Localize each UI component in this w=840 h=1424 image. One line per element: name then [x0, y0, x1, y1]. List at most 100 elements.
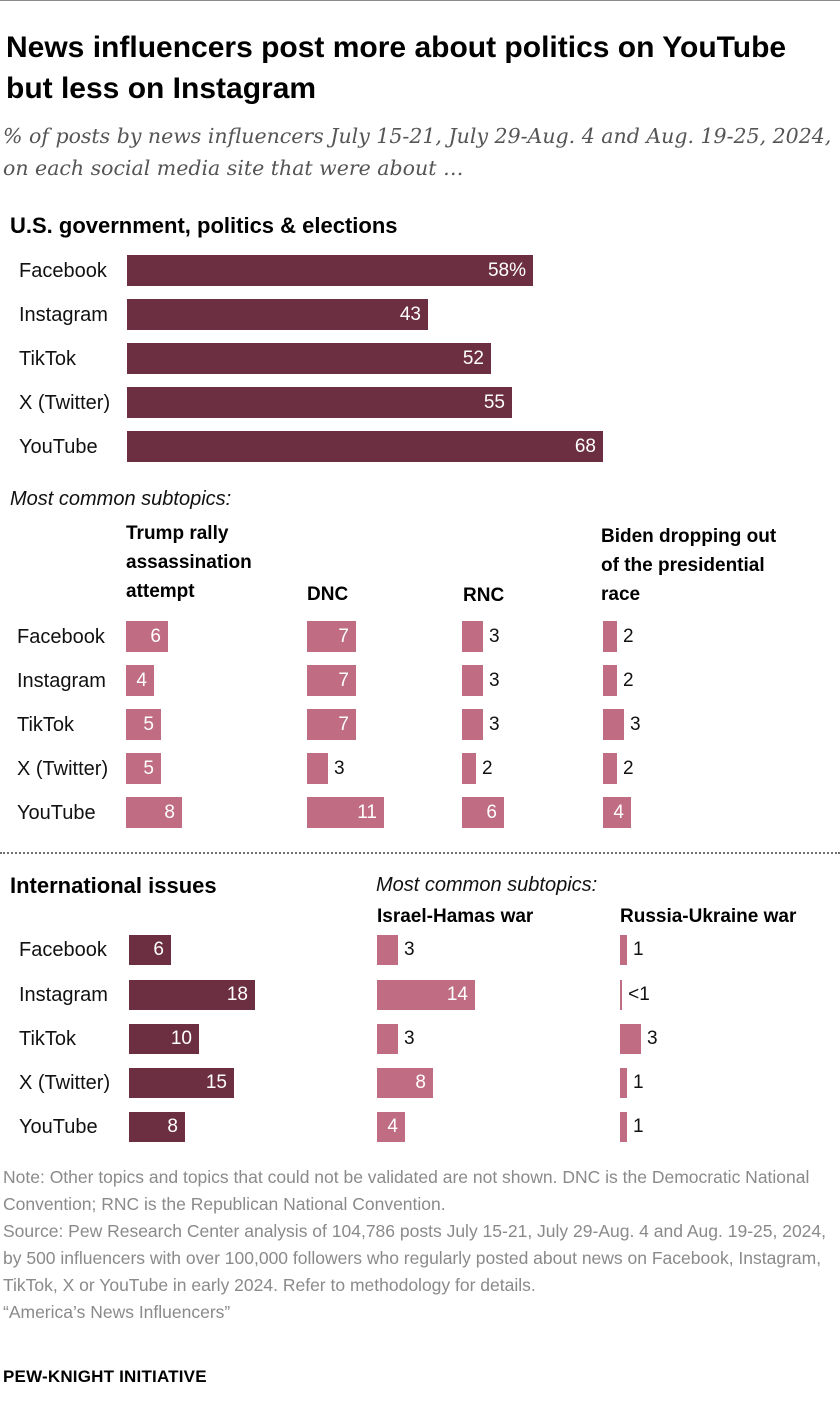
- data-label: 58%: [487, 259, 526, 281]
- source-text: Source: Pew Research Center analysis of …: [3, 1221, 827, 1295]
- bar: [620, 980, 623, 1010]
- data-label: 3: [404, 939, 415, 960]
- data-label: 1: [633, 1116, 644, 1137]
- bar: [126, 709, 161, 740]
- data-label: 3: [404, 1028, 415, 1049]
- bar: [462, 753, 476, 784]
- bar: [126, 621, 168, 652]
- bar: [603, 709, 624, 740]
- data-label: 3: [647, 1028, 658, 1049]
- data-label: 8: [415, 1072, 426, 1093]
- data-label: 11: [357, 801, 377, 823]
- data-label: 4: [613, 801, 624, 823]
- politics-subtopics-label: Most common subtopics:: [10, 488, 232, 510]
- section-divider: [0, 852, 840, 854]
- row-label: X (Twitter): [17, 757, 109, 780]
- data-label: 8: [164, 801, 175, 823]
- bar: [307, 753, 328, 784]
- row-label: Instagram: [17, 669, 106, 692]
- bar: [126, 753, 161, 784]
- intl-section-title: International issues: [10, 873, 217, 898]
- data-label: 14: [446, 984, 468, 1005]
- bar: [620, 1024, 641, 1054]
- bar: [603, 621, 617, 652]
- bar: [126, 665, 154, 696]
- trump-header-line: Trump rally: [126, 523, 229, 544]
- data-label: 10: [170, 1028, 192, 1049]
- intl-subtopics-label: Most common subtopics:: [376, 874, 598, 896]
- rnc-column-header: RNC: [463, 585, 505, 606]
- data-label: 6: [150, 625, 161, 647]
- report-title: “America’s News Influencers”: [3, 1302, 231, 1322]
- row-label: YouTube: [19, 435, 98, 458]
- data-label: 3: [334, 757, 345, 779]
- bar: [377, 935, 398, 965]
- bar: [129, 1068, 234, 1098]
- bar: [129, 980, 255, 1010]
- data-label: 15: [205, 1072, 227, 1093]
- trump-column-header: Trump rally assassination attempt: [126, 519, 252, 606]
- israel-column-header: Israel-Hamas war: [377, 906, 534, 927]
- data-label: 68: [574, 435, 596, 457]
- data-label: 18: [226, 984, 248, 1005]
- data-label: 4: [387, 1116, 398, 1137]
- bar: [462, 797, 504, 828]
- trump-header-line: assassination: [126, 552, 252, 573]
- bar: [307, 621, 356, 652]
- data-label: 5: [143, 713, 154, 735]
- data-label: 7: [338, 625, 349, 647]
- bar: [462, 709, 483, 740]
- bar: [307, 709, 356, 740]
- row-label: TikTok: [19, 347, 77, 370]
- data-label: 5: [143, 757, 154, 779]
- data-label: 43: [399, 303, 421, 325]
- data-label: 2: [623, 625, 634, 647]
- row-label: Facebook: [19, 259, 107, 282]
- data-label: 1: [633, 1072, 644, 1093]
- bar: [377, 1112, 405, 1142]
- data-label: 52: [462, 347, 484, 369]
- data-label: 7: [338, 713, 349, 735]
- data-label: 8: [167, 1116, 178, 1137]
- data-label: 6: [486, 801, 497, 823]
- bar: [603, 797, 631, 828]
- row-label: YouTube: [19, 1116, 98, 1138]
- bar: [127, 255, 533, 286]
- bar: [603, 753, 617, 784]
- bar: [620, 1112, 627, 1142]
- data-label: 4: [136, 669, 147, 691]
- row-label: X (Twitter): [19, 1072, 111, 1094]
- data-label: 2: [623, 669, 634, 691]
- bar: [377, 980, 475, 1010]
- row-label: Instagram: [19, 303, 108, 326]
- bar: [620, 935, 627, 965]
- chart-subtitle: % of posts by news influencers July 15-2…: [3, 124, 832, 180]
- bar: [127, 299, 428, 330]
- bar: [129, 1024, 199, 1054]
- bar: [307, 665, 356, 696]
- politics-section-title: U.S. government, politics & elections: [10, 213, 398, 238]
- bar: [127, 387, 512, 418]
- data-label: 3: [489, 669, 500, 691]
- note-text: Note: Other topics and topics that could…: [3, 1167, 810, 1214]
- bar: [127, 431, 603, 462]
- row-label: Facebook: [19, 939, 107, 961]
- data-label: 3: [489, 713, 500, 735]
- data-label: 55: [483, 391, 505, 413]
- biden-header-line: race: [601, 584, 641, 605]
- notes: Note: Other topics and topics that could…: [3, 1164, 833, 1326]
- row-label: YouTube: [17, 801, 96, 824]
- data-label: 2: [482, 757, 493, 779]
- bar: [129, 935, 171, 965]
- bar: [129, 1112, 185, 1142]
- top-rule: [0, 0, 840, 1]
- chart-title: News influencers post more about politic…: [6, 31, 787, 105]
- data-label: 6: [153, 939, 164, 960]
- data-label: 7: [338, 669, 349, 691]
- row-label: TikTok: [17, 713, 75, 736]
- trump-header-line: attempt: [126, 581, 195, 602]
- bar: [377, 1024, 398, 1054]
- data-label: 3: [630, 713, 641, 735]
- data-label: 3: [489, 625, 500, 647]
- data-label: <1: [628, 984, 650, 1005]
